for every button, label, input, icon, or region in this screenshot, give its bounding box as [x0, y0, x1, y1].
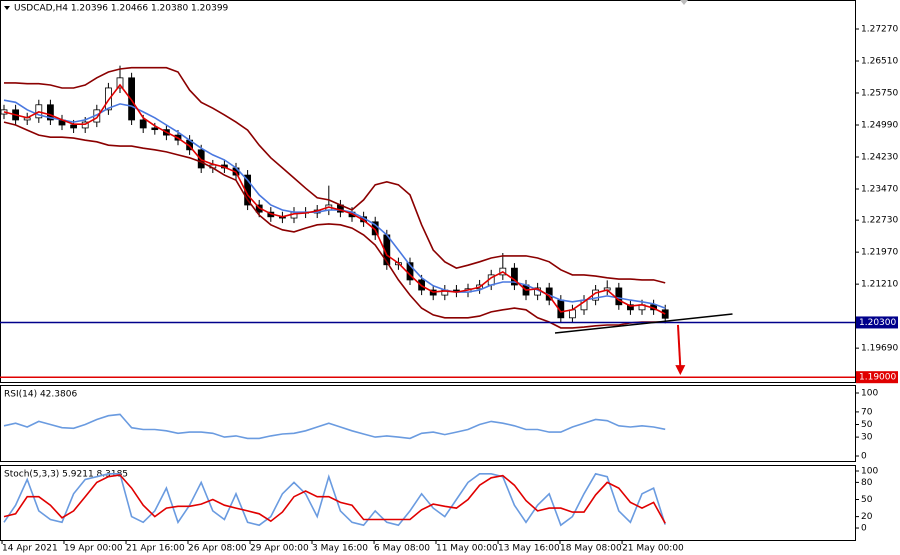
y-tick-label: 0 — [861, 524, 867, 534]
level-label-box — [856, 316, 898, 329]
shift-marker — [680, 0, 688, 5]
x-tick-label: 18 May 08:00 — [560, 544, 622, 554]
y-tick-label: 1.25750 — [861, 89, 898, 99]
y-tick-label: 0 — [861, 452, 867, 462]
y-tick-label: 50 — [861, 420, 873, 430]
indicator-line — [3, 472, 666, 527]
y-tick-label: 20 — [861, 512, 873, 522]
x-tick-label: 29 Apr 00:00 — [250, 544, 309, 554]
arrow-head — [675, 365, 686, 376]
y-tick-label: 1.21210 — [861, 280, 898, 290]
indicator-line — [3, 83, 666, 315]
arrow-shaft — [676, 324, 682, 368]
symbol-marker — [4, 6, 10, 10]
x-tick-label: 6 May 08:00 — [374, 544, 430, 554]
candle-body — [47, 104, 54, 121]
level-label: 1.20300 — [859, 318, 896, 328]
x-tick-label: 13 May 16:00 — [498, 544, 560, 554]
indicator-line — [3, 99, 666, 309]
indicator-line — [4, 66, 666, 284]
y-tick-label: 30 — [861, 433, 873, 443]
candle-body — [627, 304, 634, 311]
stoch-panel — [0, 465, 856, 541]
rsi-panel — [0, 385, 856, 462]
y-tick-label: 50 — [861, 495, 873, 505]
x-tick-label: 26 Apr 08:00 — [188, 544, 247, 554]
candle-body — [661, 309, 669, 319]
x-tick-label: 21 May 00:00 — [622, 544, 684, 554]
x-tick-label: 19 Apr 00:00 — [64, 544, 123, 554]
level-label-box — [856, 371, 898, 384]
y-tick-label: 1.26510 — [861, 57, 898, 67]
x-tick-label: 11 May 00:00 — [436, 544, 498, 554]
candle-body — [569, 309, 576, 319]
stoch-title: Stoch(5,3,3) 5.9211 8.3185 — [4, 470, 128, 480]
rsi-title: RSI(14) 42.3806 — [4, 390, 77, 400]
y-tick-label: 1.23470 — [861, 184, 898, 194]
trend-line — [554, 313, 733, 334]
candle-body — [116, 77, 124, 89]
x-tick-label: 3 May 16:00 — [312, 544, 368, 554]
y-tick-label: 80 — [861, 478, 873, 488]
y-tick-label: 1.24230 — [861, 152, 898, 162]
candle-body — [615, 287, 623, 306]
y-tick-label: 1.21970 — [861, 248, 898, 258]
y-tick-label: 1.24990 — [861, 121, 898, 131]
chart-title: USDCAD,H4 1.20396 1.20466 1.20380 1.2039… — [14, 4, 229, 14]
indicator-line — [3, 413, 666, 440]
candle-body — [81, 121, 89, 129]
main-panel — [0, 0, 856, 383]
indicator-line — [3, 121, 666, 329]
candle-body — [139, 119, 147, 129]
x-tick-label: 21 Apr 16:00 — [126, 544, 185, 554]
y-tick-label: 70 — [861, 407, 873, 417]
x-tick-label: 14 Apr 2021 — [2, 544, 58, 554]
y-tick-label: 1.27270 — [861, 25, 898, 35]
candle-body — [151, 127, 159, 131]
y-tick-label: 1.19690 — [861, 344, 898, 354]
y-tick-label: 100 — [861, 389, 878, 399]
y-tick-label: 100 — [861, 466, 878, 476]
y-tick-label: 1.22730 — [861, 216, 898, 226]
candle-body — [511, 267, 518, 286]
indicator-line — [3, 474, 666, 524]
level-label: 1.19000 — [859, 373, 896, 383]
candle-body — [70, 124, 78, 129]
